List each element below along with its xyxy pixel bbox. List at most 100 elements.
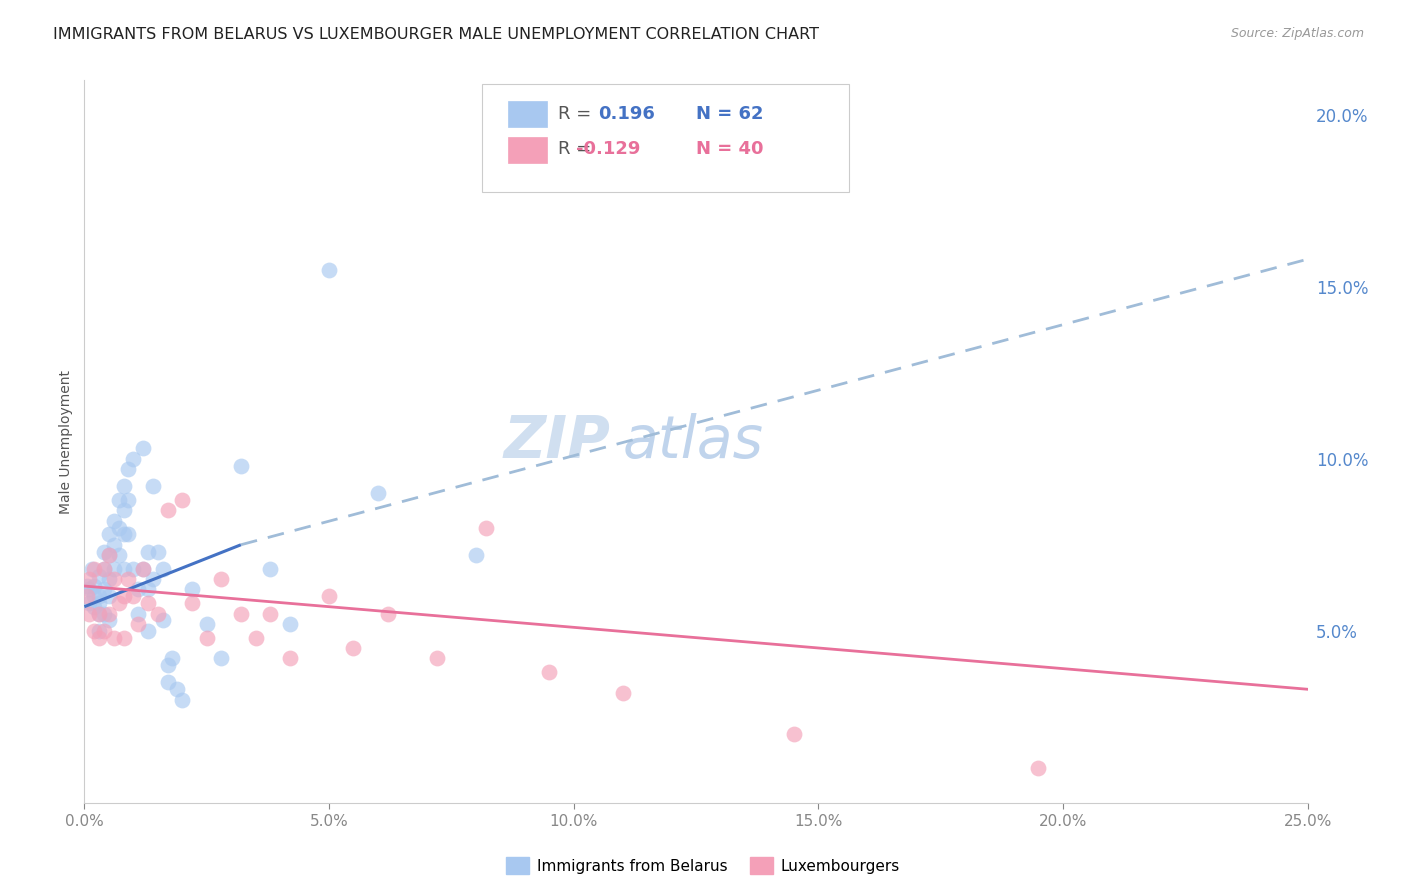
- Point: [97, 548, 120, 562]
- Point: [127, 582, 149, 597]
- Point: [107, 548, 129, 562]
- Point: [278, 616, 301, 631]
- Point: [377, 607, 399, 621]
- Point: [93, 544, 115, 558]
- Point: [136, 624, 159, 638]
- Point: [117, 493, 139, 508]
- Point: [93, 582, 115, 597]
- Point: [103, 514, 125, 528]
- Point: [122, 451, 145, 466]
- Point: [107, 493, 129, 508]
- Point: [77, 596, 100, 610]
- Point: [107, 596, 129, 610]
- Point: [142, 572, 165, 586]
- Point: [172, 692, 194, 706]
- Point: [97, 607, 120, 621]
- Point: [77, 607, 100, 621]
- Point: [318, 262, 340, 277]
- FancyBboxPatch shape: [508, 137, 547, 162]
- Point: [136, 596, 159, 610]
- Point: [209, 651, 232, 665]
- Text: Source: ZipAtlas.com: Source: ZipAtlas.com: [1230, 27, 1364, 40]
- Point: [97, 590, 120, 604]
- Point: [156, 658, 179, 673]
- Point: [87, 607, 110, 621]
- Point: [87, 568, 110, 582]
- Point: [474, 520, 496, 534]
- Point: [103, 572, 125, 586]
- Point: [117, 527, 139, 541]
- Point: [93, 624, 115, 638]
- Text: R =: R =: [558, 105, 591, 123]
- Point: [93, 562, 115, 576]
- Point: [136, 582, 159, 597]
- Text: atlas: atlas: [623, 413, 763, 470]
- Point: [152, 562, 174, 576]
- Point: [107, 520, 129, 534]
- Point: [77, 582, 100, 597]
- Point: [76, 590, 98, 604]
- Text: IMMIGRANTS FROM BELARUS VS LUXEMBOURGER MALE UNEMPLOYMENT CORRELATION CHART: IMMIGRANTS FROM BELARUS VS LUXEMBOURGER …: [53, 27, 820, 42]
- Point: [122, 590, 145, 604]
- Point: [93, 562, 115, 576]
- Point: [172, 493, 194, 508]
- Point: [166, 682, 188, 697]
- Point: [318, 590, 340, 604]
- Point: [259, 562, 281, 576]
- Point: [132, 562, 155, 576]
- Point: [127, 616, 149, 631]
- Point: [342, 640, 364, 655]
- Point: [77, 572, 100, 586]
- Point: [195, 631, 218, 645]
- Point: [195, 616, 218, 631]
- Point: [278, 651, 301, 665]
- Point: [93, 607, 115, 621]
- Point: [464, 548, 486, 562]
- Point: [83, 579, 105, 593]
- Point: [112, 631, 135, 645]
- Point: [83, 562, 105, 576]
- Point: [122, 562, 145, 576]
- Point: [367, 486, 389, 500]
- Point: [97, 527, 120, 541]
- Point: [538, 665, 561, 679]
- Point: [162, 651, 184, 665]
- Point: [181, 596, 204, 610]
- Point: [612, 686, 634, 700]
- Point: [209, 572, 232, 586]
- Point: [97, 548, 120, 562]
- Text: -0.129: -0.129: [576, 140, 641, 158]
- Point: [783, 727, 806, 741]
- Point: [87, 590, 110, 604]
- Point: [87, 624, 110, 638]
- Point: [112, 503, 135, 517]
- Point: [87, 596, 110, 610]
- Point: [132, 562, 155, 576]
- Point: [83, 590, 105, 604]
- Text: N = 40: N = 40: [696, 140, 763, 158]
- Point: [1028, 761, 1050, 775]
- Point: [83, 624, 105, 638]
- Point: [259, 607, 281, 621]
- FancyBboxPatch shape: [508, 101, 547, 127]
- Point: [103, 538, 125, 552]
- Legend: Immigrants from Belarus, Luxembourgers: Immigrants from Belarus, Luxembourgers: [501, 851, 905, 880]
- Point: [156, 503, 179, 517]
- Y-axis label: Male Unemployment: Male Unemployment: [59, 369, 73, 514]
- Point: [127, 607, 149, 621]
- Point: [87, 607, 110, 621]
- Point: [112, 590, 135, 604]
- Point: [80, 562, 103, 576]
- Point: [229, 607, 252, 621]
- Point: [426, 651, 449, 665]
- Point: [132, 442, 155, 456]
- Point: [103, 562, 125, 576]
- Point: [117, 572, 139, 586]
- Point: [112, 562, 135, 576]
- Point: [146, 544, 169, 558]
- Point: [146, 607, 169, 621]
- Point: [245, 631, 267, 645]
- Point: [112, 527, 135, 541]
- Point: [136, 544, 159, 558]
- Point: [97, 572, 120, 586]
